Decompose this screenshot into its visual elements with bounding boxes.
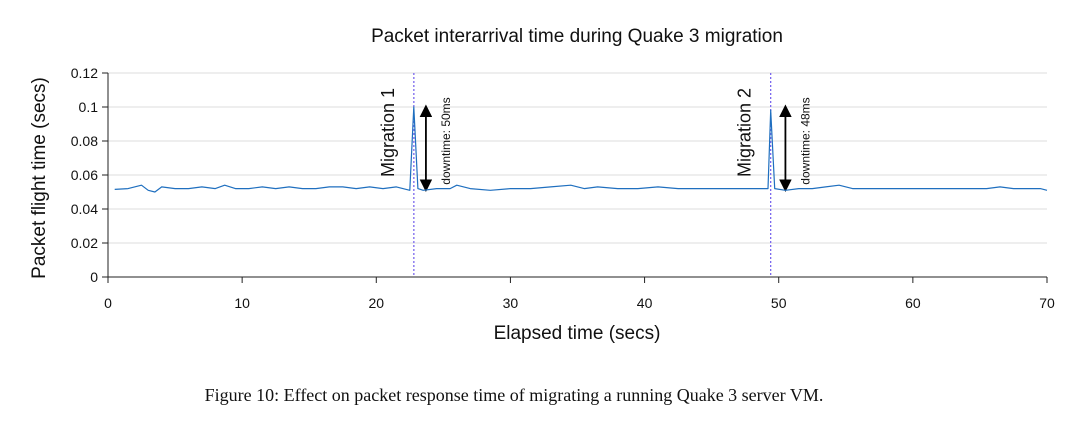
series-line [114,106,1048,193]
x-axis-label: Elapsed time (secs) [494,323,661,344]
series-group [114,106,1048,193]
x-tick-label: 0 [104,295,112,311]
line-chart: Packet interarrival time during Quake 3 … [29,26,1055,344]
x-tick-label: 50 [771,295,787,311]
downtime-label: downtime: 48ms [798,97,812,184]
x-tick-label: 30 [503,295,519,311]
migration-annotations: Migration 1 downtime: 50ms Migration 2 down… [378,73,812,277]
grid-lines [108,72,1047,244]
y-tick-label: 0 [90,269,98,285]
chart-title: Packet interarrival time during Quake 3 … [371,26,783,47]
x-tick-label: 20 [368,295,384,311]
y-tick-label: 0.12 [71,65,98,81]
y-tick-label: 0.04 [71,201,98,217]
x-tick-label: 70 [1039,295,1055,311]
y-tick-label: 0.1 [79,99,99,115]
y-axis-label: Packet flight time (secs) [29,77,50,279]
downtime-label: downtime: 50ms [439,97,453,184]
axes: 0 0.02 0.04 0.06 0.08 0.1 0.12 0 10 20 30 40 50 60 70 [71,65,1055,311]
y-tick-label: 0.08 [71,133,98,149]
migration-label: Migration 2 [735,88,755,177]
x-tick-label: 40 [637,295,653,311]
y-tick-label: 0.02 [71,235,98,251]
x-tick-label: 60 [905,295,921,311]
figure-caption: Figure 10: Effect on packet response tim… [204,385,824,405]
y-tick-label: 0.06 [71,167,98,183]
migration-label: Migration 1 [378,88,398,177]
x-tick-label: 10 [234,295,250,311]
